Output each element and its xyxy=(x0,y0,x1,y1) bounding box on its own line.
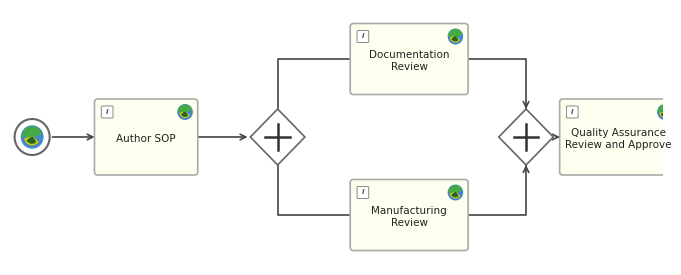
Wedge shape xyxy=(180,112,189,117)
FancyBboxPatch shape xyxy=(567,106,578,118)
Text: i: i xyxy=(362,34,364,40)
Text: i: i xyxy=(362,189,364,196)
Wedge shape xyxy=(178,105,191,112)
Text: Quality Assurance
Review and Approve: Quality Assurance Review and Approve xyxy=(565,128,672,150)
Wedge shape xyxy=(182,112,187,116)
Text: Author SOP: Author SOP xyxy=(116,134,176,144)
Circle shape xyxy=(657,104,673,120)
FancyBboxPatch shape xyxy=(560,99,678,175)
Wedge shape xyxy=(452,192,458,197)
Text: Manufacturing
Review: Manufacturing Review xyxy=(371,206,447,228)
FancyBboxPatch shape xyxy=(350,23,468,95)
Wedge shape xyxy=(449,30,462,37)
Text: i: i xyxy=(571,109,573,115)
FancyBboxPatch shape xyxy=(357,31,368,43)
Wedge shape xyxy=(451,37,459,42)
FancyBboxPatch shape xyxy=(350,180,468,251)
Polygon shape xyxy=(251,109,305,165)
Wedge shape xyxy=(449,186,462,192)
Wedge shape xyxy=(659,105,671,112)
FancyBboxPatch shape xyxy=(95,99,197,175)
Circle shape xyxy=(177,104,193,120)
Wedge shape xyxy=(22,127,42,137)
FancyBboxPatch shape xyxy=(357,186,368,199)
Text: Documentation
Review: Documentation Review xyxy=(369,50,449,72)
Wedge shape xyxy=(27,137,35,143)
Wedge shape xyxy=(451,192,459,198)
Text: i: i xyxy=(106,109,108,115)
Wedge shape xyxy=(25,137,38,145)
Circle shape xyxy=(447,185,463,200)
Circle shape xyxy=(14,119,50,155)
Wedge shape xyxy=(661,112,667,116)
Wedge shape xyxy=(660,112,669,117)
FancyBboxPatch shape xyxy=(101,106,113,118)
Polygon shape xyxy=(498,109,554,165)
Circle shape xyxy=(447,29,463,45)
Circle shape xyxy=(20,125,44,149)
Wedge shape xyxy=(452,37,458,41)
